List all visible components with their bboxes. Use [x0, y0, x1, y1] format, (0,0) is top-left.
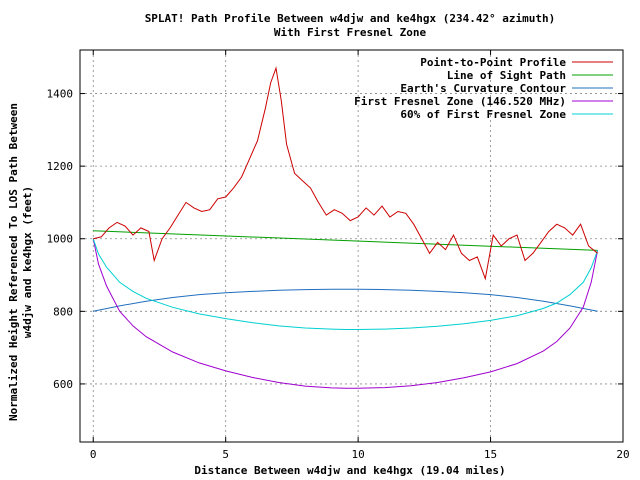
chart-subtitle: With First Fresnel Zone — [274, 26, 427, 39]
x-tick-label: 10 — [351, 448, 364, 461]
y-axis-label-line1: Normalized Height Referenced To LOS Path… — [7, 103, 20, 421]
series-line-3 — [92, 238, 599, 389]
series-lines — [92, 66, 599, 389]
x-tick-label: 0 — [90, 448, 97, 461]
y-tick-label: 1200 — [47, 160, 74, 173]
y-tick-label: 600 — [53, 378, 73, 391]
x-tick-label: 20 — [616, 448, 629, 461]
y-tick-label: 1000 — [47, 233, 74, 246]
series-line-2 — [93, 288, 598, 312]
legend-label: Line of Sight Path — [447, 69, 566, 82]
legend-label: First Fresnel Zone (146.520 MHz) — [354, 95, 566, 108]
x-tick-label: 5 — [222, 448, 229, 461]
legend-label: Point-to-Point Profile — [420, 56, 566, 69]
x-axis-label: Distance Between w4djw and ke4hgx (19.04… — [194, 464, 505, 477]
series-line-0 — [93, 66, 598, 281]
chart-title: SPLAT! Path Profile Between w4djw and ke… — [145, 12, 556, 25]
series-line-4 — [92, 238, 599, 330]
y-tick-label: 800 — [53, 305, 73, 318]
y-axis-label-line2: w4djw and ke4hgx (feet) — [21, 186, 34, 338]
y-tick-label: 1400 — [47, 88, 74, 101]
legend-label: 60% of First Fresnel Zone — [400, 108, 566, 121]
x-ticks: 0 5 10 15 20 — [90, 50, 630, 461]
legend-label: Earth's Curvature Contour — [400, 82, 566, 95]
y-ticks: 600 800 1000 1200 1400 — [47, 88, 623, 391]
plot-frame — [79, 49, 624, 443]
x-tick-label: 15 — [484, 448, 497, 461]
series-line-1 — [93, 230, 598, 251]
